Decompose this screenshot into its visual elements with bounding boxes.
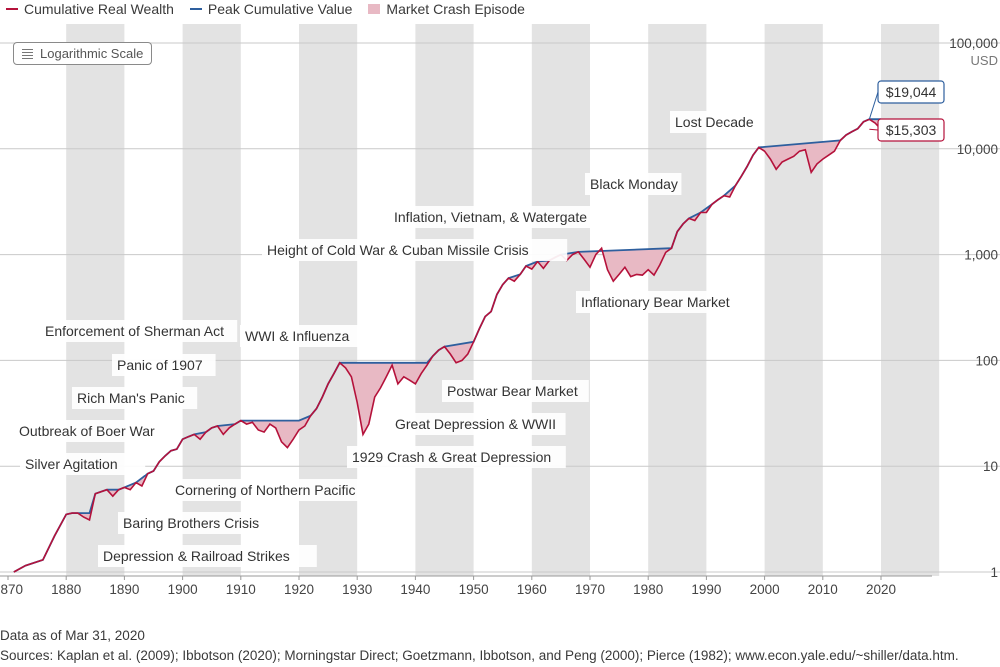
y-tick-label: 100 <box>975 353 998 368</box>
legend-label: Market Crash Episode <box>386 1 525 17</box>
chart-legend: Cumulative Real Wealth Peak Cumulative V… <box>6 1 525 17</box>
y-unit-label: USD <box>971 53 998 68</box>
annotation-label: Silver Agitation <box>25 456 118 472</box>
annotation-box <box>262 239 568 261</box>
wealth-end-label-leader <box>869 128 879 131</box>
legend-swatch-crash <box>368 4 381 14</box>
x-tick-label: 2000 <box>750 582 780 597</box>
annotation-box <box>585 173 682 195</box>
legend-label: Cumulative Real Wealth <box>24 1 174 17</box>
x-tick-label: 1940 <box>400 582 430 597</box>
y-tick-label: 1,000 <box>964 248 998 263</box>
x-tick-label: 2010 <box>808 582 838 597</box>
x-tick-label: 1880 <box>51 582 81 597</box>
annotation-label: Rich Man's Panic <box>77 390 185 406</box>
annotation-label: Inflationary Bear Market <box>581 294 730 310</box>
logarithmic-scale-label: Logarithmic Scale <box>40 46 144 61</box>
legend-item-peak-cumulative-value: Peak Cumulative Value <box>189 1 353 17</box>
annotation-box <box>14 420 168 442</box>
legend-swatch-wealth <box>6 8 18 10</box>
x-tick-label: 1890 <box>109 582 139 597</box>
chart-plot: 1 10 100 1,000 10,000 100,000 USD 1870 1880 1890 1… <box>0 24 1000 597</box>
x-tick-label: 1970 <box>575 582 605 597</box>
annotation-label: Postwar Bear Market <box>447 383 578 399</box>
annotation-box <box>576 291 759 313</box>
y-tick-label: 100,000 <box>949 36 998 51</box>
x-tick-label: 1900 <box>168 582 198 597</box>
x-tick-label: 1960 <box>517 582 547 597</box>
annotation-label: Lost Decade <box>675 114 754 130</box>
annotation-box <box>98 545 317 567</box>
annotation-label: Panic of 1907 <box>117 357 203 373</box>
annotation-box <box>670 111 760 133</box>
annotation-box <box>442 380 589 402</box>
sources-note: Sources: Kaplan et al. (2009); Ibbotson … <box>0 648 959 663</box>
annotation-label: Height of Cold War & Cuban Missile Crisi… <box>267 242 529 258</box>
x-tick-label: 1980 <box>633 582 663 597</box>
wealth-end-label: $15,303 <box>886 122 937 138</box>
annotation-label: Great Depression & WWII <box>395 416 556 432</box>
logarithmic-scale-toggle[interactable]: Logarithmic Scale <box>13 42 153 65</box>
decade-band <box>66 24 125 576</box>
decade-band <box>764 24 823 576</box>
peak-end-label: $19,044 <box>886 84 937 100</box>
annotation-box <box>390 413 566 435</box>
annotation-label: Inflation, Vietnam, & Watergate <box>394 209 587 225</box>
legend-label: Peak Cumulative Value <box>207 1 353 17</box>
x-tick-label: 1950 <box>459 582 489 597</box>
y-tick-label: 10,000 <box>957 142 998 157</box>
annotation-label: Depression & Railroad Strikes <box>103 548 290 564</box>
series-cumulative-real-wealth <box>13 118 882 573</box>
x-tick-label: 2020 <box>866 582 896 597</box>
legend-item-cumulative-real-wealth: Cumulative Real Wealth <box>6 1 174 17</box>
annotation-box <box>240 325 358 347</box>
data-date-note: Data as of Mar 31, 2020 <box>0 628 145 643</box>
x-tick-label: 1990 <box>691 582 721 597</box>
annotation-label: Baring Brothers Crisis <box>123 515 259 531</box>
legend-item-market-crash-episode: Market Crash Episode <box>368 1 525 17</box>
y-tick-label: 1 <box>990 565 998 580</box>
peak-end-label-box <box>877 80 945 104</box>
annotation-box <box>112 354 216 376</box>
x-tick-label: 1870 <box>0 582 23 597</box>
peak-end-label-leader <box>868 91 879 120</box>
y-tick-label: 10 <box>983 459 998 474</box>
annotation-label: Black Monday <box>590 176 678 192</box>
annotation-label: Cornering of Northern Pacific <box>175 482 356 498</box>
annotation-box <box>170 479 389 501</box>
wealth-end-label-box <box>877 118 945 142</box>
annotation-label: Enforcement of Sherman Act <box>45 323 224 339</box>
x-tick-label: 1930 <box>342 582 372 597</box>
annotation-box <box>72 387 198 409</box>
annotation-label: WWI & Influenza <box>245 328 349 344</box>
decade-band <box>910 24 932 576</box>
x-tick-label: 1920 <box>284 582 314 597</box>
x-tick-label: 1910 <box>226 582 256 597</box>
annotation-box <box>347 446 566 468</box>
annotation-label: Outbreak of Boer War <box>19 423 155 439</box>
legend-swatch-peak <box>189 8 202 10</box>
annotation-label: 1929 Crash & Great Depression <box>352 449 551 465</box>
annotation-box <box>118 512 287 534</box>
decade-band <box>415 24 474 576</box>
annotation-box <box>40 320 238 342</box>
list-icon <box>22 48 33 59</box>
annotation-box <box>389 206 623 228</box>
annotation-box <box>20 453 146 475</box>
